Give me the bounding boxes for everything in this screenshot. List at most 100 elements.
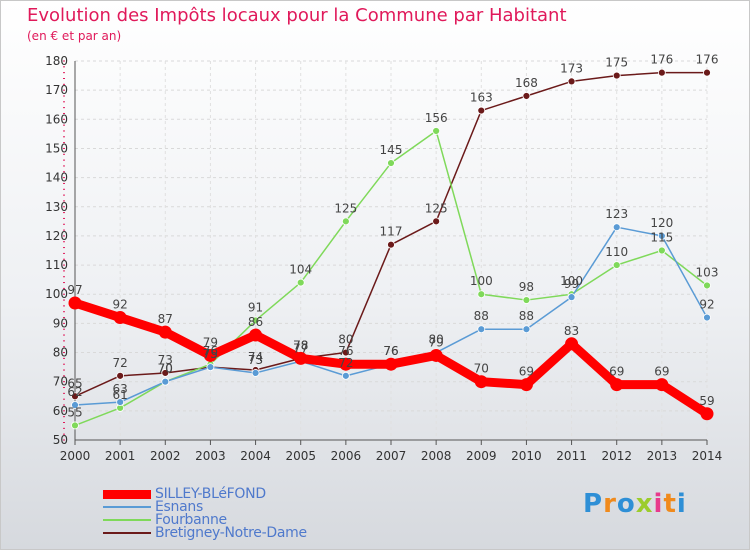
data-point-fourbanne bbox=[71, 421, 79, 430]
x-tick-label: 2013 bbox=[647, 449, 678, 463]
x-tick-label: 2002 bbox=[150, 449, 181, 463]
y-tick-label: 60 bbox=[53, 404, 68, 418]
data-label-silley-bl-fond: 83 bbox=[564, 324, 579, 338]
data-label-bretigney-notre-dame: 74 bbox=[248, 350, 263, 364]
data-label-fourbanne: 103 bbox=[696, 265, 719, 279]
data-point-esnans bbox=[71, 401, 79, 409]
data-label-silley-bl-fond: 97 bbox=[67, 283, 82, 297]
legend-item: Fourbanne bbox=[103, 512, 403, 528]
chart-title: Evolution des Impôts locaux pour la Comm… bbox=[27, 5, 567, 26]
data-label-bretigney-notre-dame: 72 bbox=[113, 356, 128, 370]
data-label-fourbanne: 76 bbox=[203, 344, 218, 358]
data-label-bretigney-notre-dame: 125 bbox=[425, 201, 448, 215]
data-point-esnans bbox=[657, 232, 666, 240]
y-tick-label: 50 bbox=[53, 433, 68, 447]
data-label-silley-bl-fond: 79 bbox=[203, 335, 218, 349]
data-point-bretigney-notre-dame bbox=[116, 371, 125, 380]
data-label-fourbanne: 70 bbox=[158, 362, 173, 376]
data-point-bretigney-notre-dame bbox=[657, 68, 666, 77]
proxiti-logo: Proxiti bbox=[583, 489, 687, 519]
legend-label: Bretigney-Notre-Dame bbox=[155, 525, 307, 541]
x-tick-label: 2014 bbox=[692, 449, 723, 463]
data-label-fourbanne: 100 bbox=[560, 274, 583, 288]
data-label-silley-bl-fond: 70 bbox=[474, 362, 489, 376]
data-point-silley-bl-fond bbox=[429, 348, 443, 362]
data-label-esnans: 92 bbox=[699, 298, 714, 312]
data-label-esnans: 62 bbox=[67, 385, 82, 399]
data-label-bretigney-notre-dame: 163 bbox=[470, 91, 493, 105]
data-label-silley-bl-fond: 92 bbox=[113, 298, 128, 312]
y-tick-label: 150 bbox=[45, 141, 68, 155]
data-point-silley-bl-fond bbox=[474, 375, 488, 389]
data-point-silley-bl-fond bbox=[203, 348, 217, 362]
data-point-bretigney-notre-dame bbox=[522, 92, 531, 100]
data-label-silley-bl-fond: 87 bbox=[158, 312, 173, 326]
data-label-fourbanne: 125 bbox=[334, 201, 357, 215]
data-label-bretigney-notre-dame: 173 bbox=[560, 61, 583, 75]
data-label-bretigney-notre-dame: 176 bbox=[696, 53, 719, 67]
logo-letter: t bbox=[663, 489, 677, 519]
legend-label: SILLEY-BLéFOND bbox=[155, 486, 266, 502]
data-label-fourbanne: 115 bbox=[650, 231, 673, 245]
y-tick-label: 130 bbox=[45, 200, 68, 214]
data-label-bretigney-notre-dame: 80 bbox=[338, 333, 353, 347]
data-label-bretigney-notre-dame: 176 bbox=[650, 53, 673, 67]
data-point-silley-bl-fond bbox=[158, 325, 172, 339]
x-tick-label: 2007 bbox=[376, 449, 407, 463]
data-point-esnans bbox=[703, 313, 711, 322]
legend-label: Fourbanne bbox=[155, 512, 227, 528]
y-tick-label: 110 bbox=[45, 258, 68, 272]
data-label-esnans: 120 bbox=[650, 216, 673, 230]
data-label-esnans: 80 bbox=[429, 333, 444, 347]
y-tick-label: 90 bbox=[53, 316, 68, 330]
data-label-fourbanne: 156 bbox=[425, 111, 448, 125]
x-tick-label: 2010 bbox=[511, 449, 542, 463]
data-point-esnans bbox=[612, 223, 621, 232]
y-tick-label: 70 bbox=[53, 375, 68, 389]
data-point-bretigney-notre-dame bbox=[477, 106, 486, 115]
data-label-bretigney-notre-dame: 78 bbox=[293, 338, 308, 352]
data-point-esnans bbox=[522, 325, 531, 334]
legend-item: Esnans bbox=[103, 499, 403, 515]
y-tick-label: 80 bbox=[53, 346, 68, 360]
data-point-bretigney-notre-dame bbox=[71, 392, 79, 401]
y-tick-label: 170 bbox=[45, 83, 68, 97]
data-point-silley-bl-fond bbox=[339, 357, 353, 371]
x-tick-label: 2008 bbox=[421, 449, 452, 463]
data-point-fourbanne bbox=[522, 296, 531, 304]
data-point-esnans bbox=[341, 371, 350, 380]
data-point-esnans bbox=[567, 293, 576, 302]
legend-swatch bbox=[103, 489, 151, 499]
data-label-esnans: 75 bbox=[203, 347, 218, 361]
data-point-esnans bbox=[206, 363, 215, 372]
data-label-silley-bl-fond: 76 bbox=[383, 344, 398, 358]
data-label-silley-bl-fond: 69 bbox=[609, 365, 624, 379]
x-tick-label: 2006 bbox=[331, 449, 362, 463]
data-label-bretigney-notre-dame: 168 bbox=[515, 76, 538, 90]
data-point-bretigney-notre-dame bbox=[341, 348, 350, 357]
x-tick-label: 2012 bbox=[601, 449, 632, 463]
data-label-fourbanne: 110 bbox=[605, 245, 628, 259]
data-point-silley-bl-fond bbox=[249, 328, 263, 342]
data-label-bretigney-notre-dame: 175 bbox=[605, 56, 628, 70]
logo-letter: i bbox=[653, 489, 664, 519]
data-label-esnans: 63 bbox=[113, 382, 128, 396]
data-point-silley-bl-fond bbox=[519, 378, 533, 392]
y-tick-label: 140 bbox=[45, 171, 68, 185]
legend-swatch bbox=[103, 519, 151, 521]
data-point-bretigney-notre-dame bbox=[161, 369, 170, 377]
data-label-bretigney-notre-dame: 117 bbox=[380, 225, 403, 239]
data-point-silley-bl-fond bbox=[68, 296, 82, 310]
data-label-bretigney-notre-dame: 65 bbox=[67, 376, 82, 390]
data-label-silley-bl-fond: 76 bbox=[338, 344, 353, 358]
x-tick-label: 2001 bbox=[105, 449, 136, 463]
x-tick-label: 2004 bbox=[240, 449, 271, 463]
logo-letter: o bbox=[616, 489, 636, 519]
data-point-esnans bbox=[251, 369, 260, 377]
data-point-esnans bbox=[116, 398, 125, 407]
data-label-fourbanne: 98 bbox=[519, 280, 534, 294]
data-label-esnans: 88 bbox=[519, 309, 534, 323]
x-tick-label: 2005 bbox=[285, 449, 316, 463]
y-tick-label: 160 bbox=[45, 112, 68, 126]
